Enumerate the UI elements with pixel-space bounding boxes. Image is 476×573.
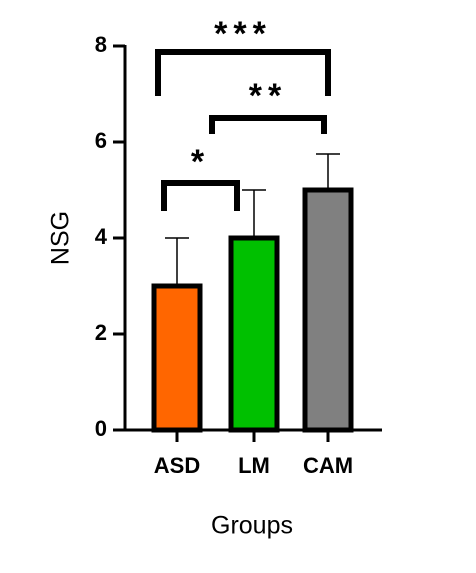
- x-tick-label: LM: [238, 453, 270, 478]
- significance-bracket: [161, 180, 240, 211]
- bar: [228, 235, 280, 433]
- significance-label: **: [249, 77, 287, 115]
- x-tick-label: CAM: [303, 453, 353, 478]
- y-tick-label: 8: [95, 32, 107, 57]
- significance-label: ***: [214, 15, 272, 53]
- significance-bracket: [209, 115, 327, 134]
- bar: [151, 283, 203, 433]
- y-tick-label: 6: [95, 128, 107, 153]
- y-axis-label: NSG: [47, 211, 75, 265]
- bar: [302, 187, 354, 433]
- y-tick-label: 0: [95, 416, 107, 441]
- significance-label: *: [191, 143, 210, 181]
- significance-bracket: [155, 49, 331, 96]
- y-tick-label: 2: [95, 320, 107, 345]
- y-tick-label: 4: [95, 224, 108, 249]
- x-tick-label: ASD: [154, 453, 200, 478]
- x-axis-label: Groups: [211, 512, 293, 540]
